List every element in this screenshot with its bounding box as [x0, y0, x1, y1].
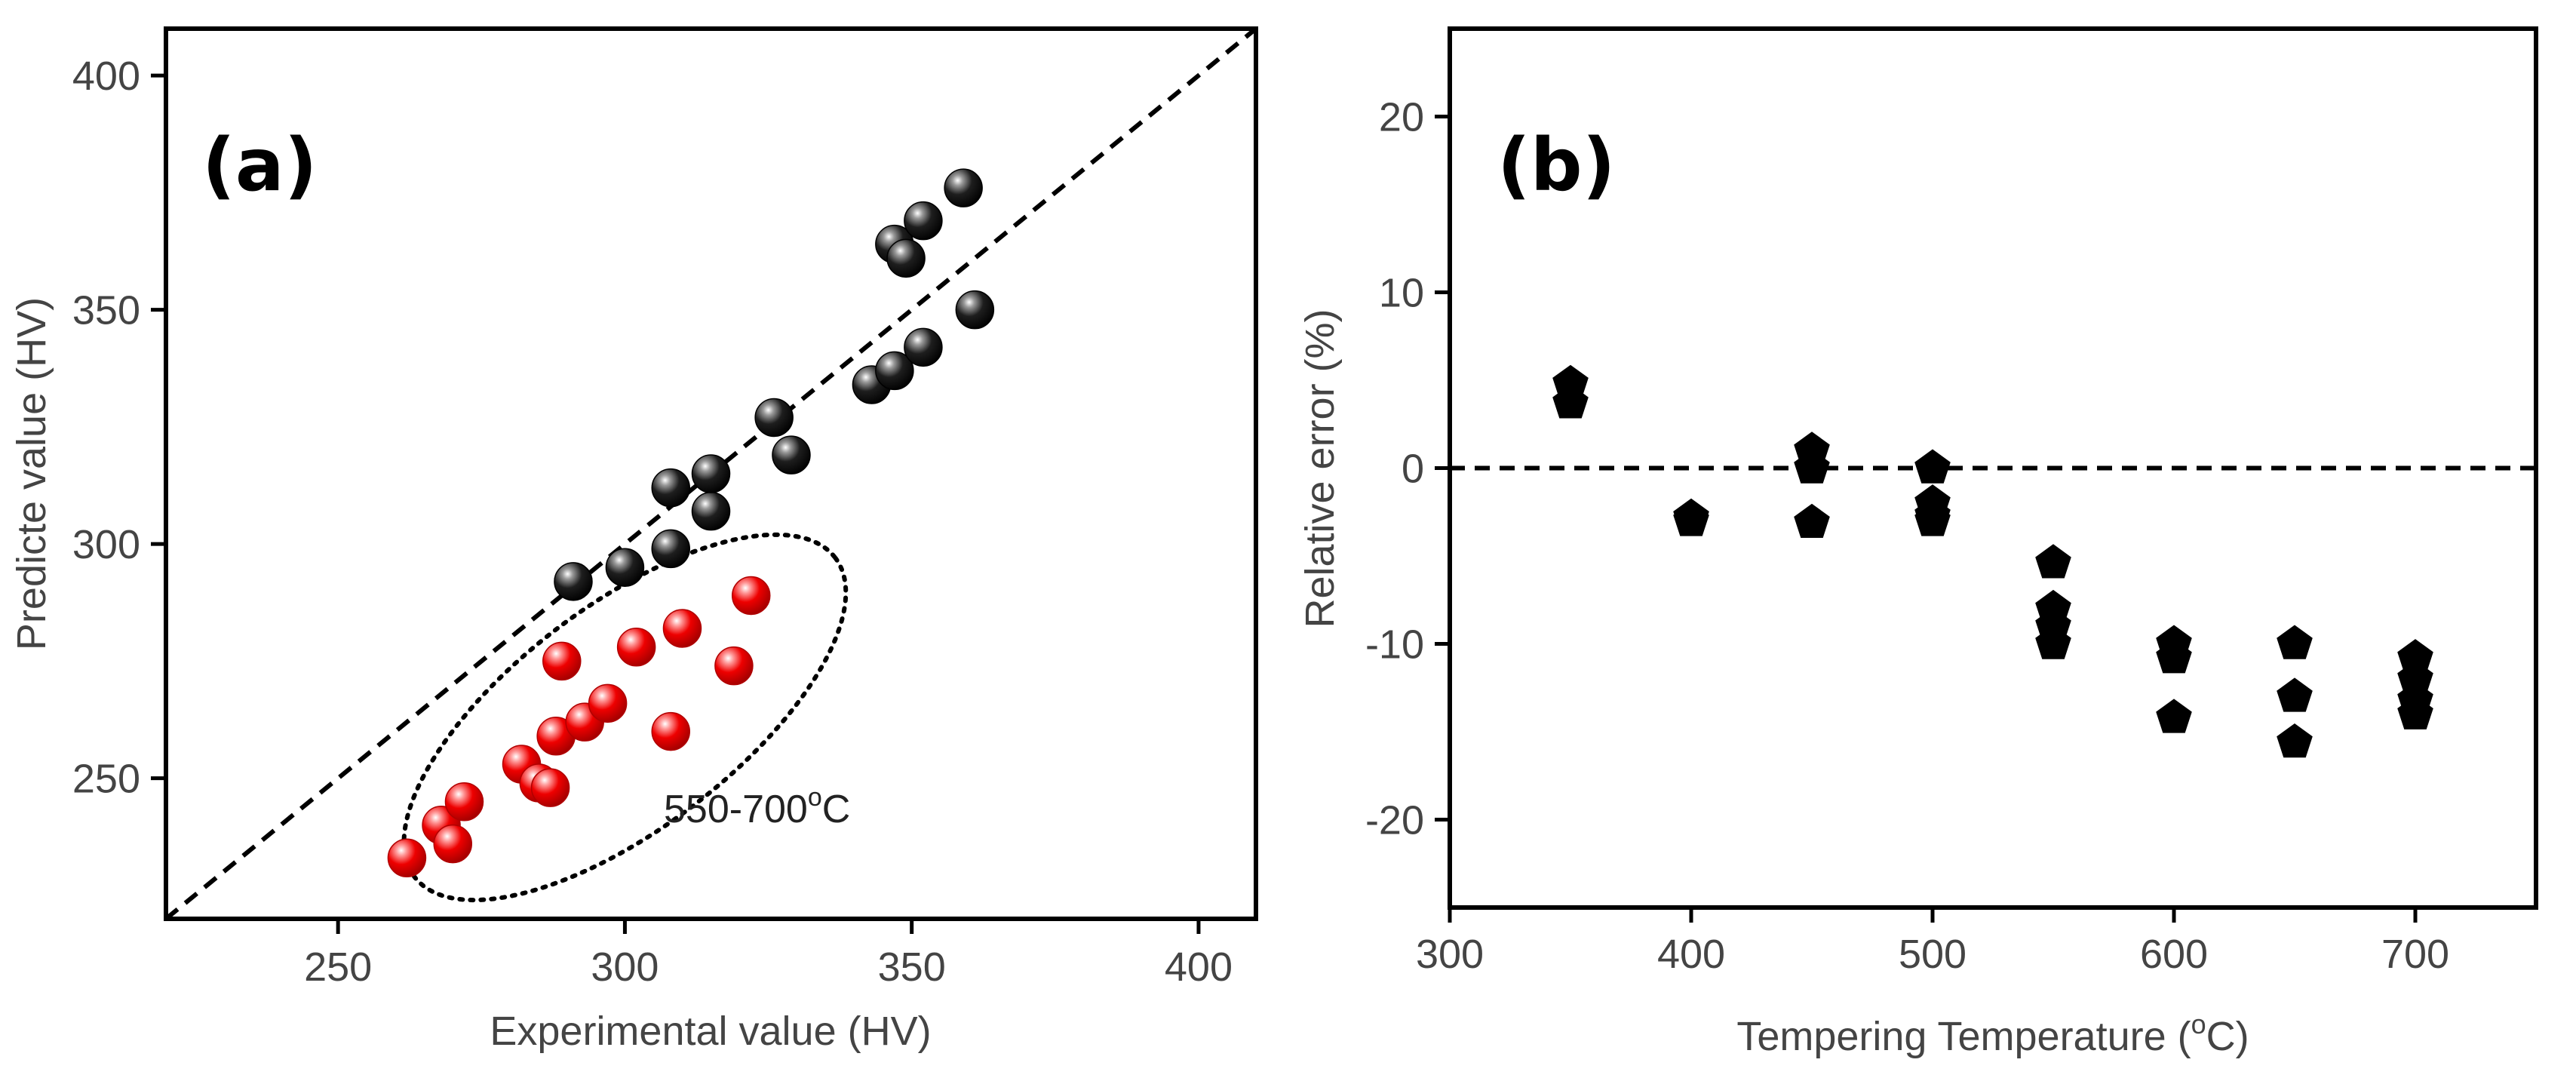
pentagon-data-point	[1552, 364, 1589, 399]
pentagon-data-point	[2156, 639, 2192, 674]
pentagon-data-point	[2156, 699, 2192, 733]
pentagon-data-point	[1794, 449, 1830, 484]
black-data-point	[605, 548, 645, 587]
red-data-point	[387, 838, 427, 878]
red-data-point	[616, 628, 656, 667]
red-data-point	[588, 683, 628, 723]
chart-a-highlight-ellipse	[401, 532, 849, 903]
red-data-point	[714, 646, 754, 686]
red-data-point	[542, 641, 582, 681]
chart-b-y-tick-label: 0	[1402, 447, 1424, 492]
chart-a-y-axis-label: Predicte value (HV)	[9, 297, 54, 650]
chart-a-y-tick-label: 300	[72, 522, 140, 567]
pentagon-data-point	[2277, 625, 2313, 659]
pentagon-data-point	[1914, 449, 1951, 484]
black-data-point	[772, 435, 811, 475]
chart-a-annotation: 550-700oC	[664, 783, 850, 831]
chart-b-panel-label: (b)	[1497, 123, 1615, 207]
red-data-point	[651, 711, 691, 751]
chart-b-x-tick-label: 300	[1416, 932, 1484, 977]
black-data-point	[904, 201, 943, 241]
pentagon-data-point	[2035, 625, 2071, 659]
pentagon-data-point	[1914, 502, 1951, 536]
chart-b-y-tick-label: -20	[1365, 798, 1424, 843]
chart-a-x-tick-label: 400	[1165, 944, 1233, 990]
pentagon-data-point	[2397, 695, 2433, 729]
pentagon-data-point	[1794, 503, 1830, 538]
black-data-point	[691, 491, 731, 531]
red-data-point	[662, 609, 702, 648]
chart-b-y-axis-label: Relative error (%)	[1297, 309, 1343, 628]
black-data-point	[904, 327, 943, 367]
chart-b-ticks: 300 400 500 600 700 -20 -10 0 10 20	[1365, 95, 2449, 978]
chart-b-y-tick-label: 10	[1379, 271, 1424, 316]
black-data-point	[875, 351, 914, 391]
pentagon-data-point	[2035, 544, 2071, 579]
chart-b: 300 400 500 600 700 -20 -10 0 10 20 (b) Tempering…	[1297, 26, 2538, 1059]
chart-a-ticks: 250 300 350 400 250 300 350 400	[72, 54, 1233, 990]
pentagon-data-point	[1673, 502, 1709, 536]
chart-b-points	[1552, 364, 2433, 758]
chart-a-x-tick-label: 350	[878, 944, 946, 990]
chart-b-x-axis-label: Tempering Temperature (oC)	[1736, 1009, 2249, 1059]
chart-a: 250 300 350 400 250 300 350 400 (a) 550-700oC E…	[9, 26, 1258, 1054]
chart-b-x-tick-label: 500	[1899, 932, 1967, 977]
red-data-point	[731, 576, 771, 616]
chart-b-x-tick-label: 400	[1657, 932, 1725, 977]
chart-a-y-tick-label: 400	[72, 54, 140, 99]
chart-a-frame	[164, 26, 1258, 921]
red-data-point	[433, 824, 473, 864]
black-data-point	[554, 562, 593, 601]
black-data-point	[944, 168, 983, 207]
red-data-point	[530, 768, 570, 807]
chart-a-y-tick-label: 250	[72, 757, 140, 802]
chart-a-y-tick-label: 350	[72, 288, 140, 333]
chart-b-x-tick-label: 600	[2140, 932, 2208, 977]
pentagon-data-point	[1552, 384, 1589, 419]
black-data-point	[955, 290, 995, 330]
black-data-point	[691, 454, 731, 493]
black-data-point	[651, 468, 691, 508]
chart-a-x-tick-label: 250	[304, 944, 372, 990]
chart-a-panel-label: (a)	[202, 123, 318, 207]
pentagon-data-point	[2397, 660, 2433, 695]
pentagon-data-point	[2397, 639, 2433, 674]
chart-a-x-tick-label: 300	[591, 944, 659, 990]
chart-b-y-tick-label: 20	[1379, 95, 1424, 140]
red-data-point	[444, 782, 484, 822]
black-data-point	[886, 238, 926, 278]
chart-b-x-tick-label: 700	[2381, 932, 2449, 977]
pentagon-data-point	[2277, 723, 2313, 758]
chart-a-points	[387, 168, 995, 878]
black-data-point	[651, 529, 691, 569]
chart-a-x-axis-label: Experimental value (HV)	[490, 1009, 931, 1054]
chart-b-y-tick-label: -10	[1365, 622, 1424, 668]
black-data-point	[754, 398, 794, 438]
pentagon-data-point	[2277, 677, 2313, 712]
